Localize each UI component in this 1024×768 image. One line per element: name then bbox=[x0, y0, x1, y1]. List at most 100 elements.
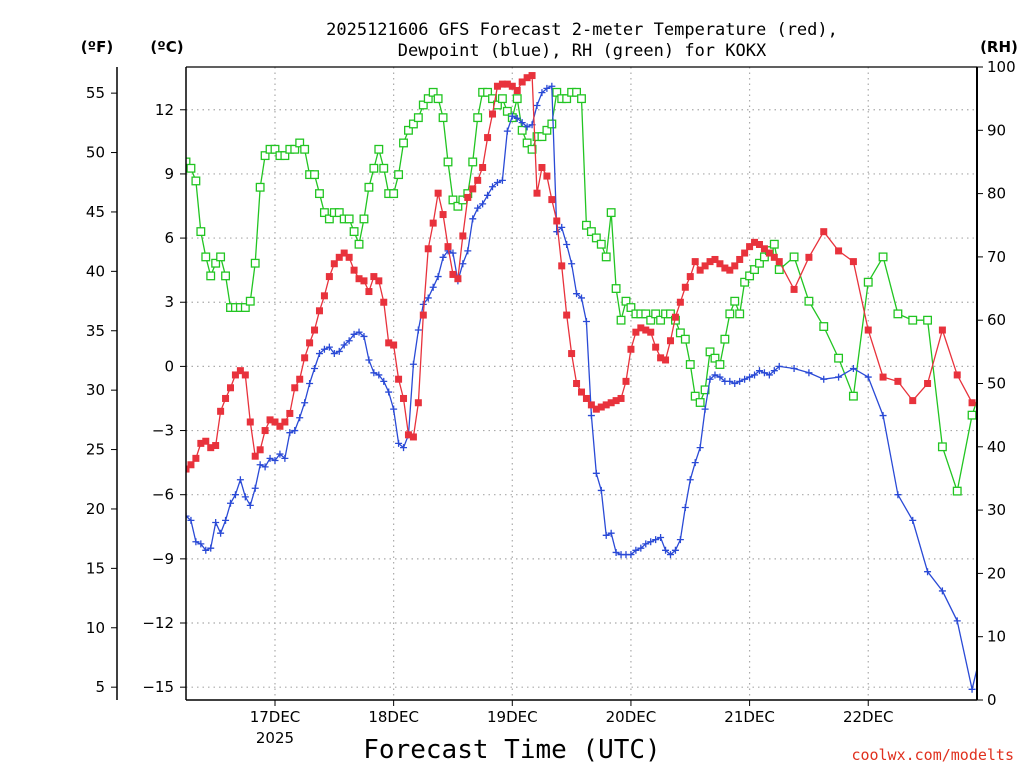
fahrenheit-tick-label: 20 bbox=[86, 500, 105, 518]
rh-point bbox=[399, 138, 408, 148]
fahrenheit-tick-label: 15 bbox=[86, 559, 105, 577]
x-tick-label: 21DEC bbox=[724, 708, 775, 726]
dewpoint-point bbox=[400, 444, 408, 452]
dewpoint-point bbox=[568, 260, 576, 268]
temperature-point bbox=[231, 371, 239, 379]
temperature-point bbox=[696, 266, 704, 274]
dewpoint-point bbox=[241, 493, 249, 501]
rh-point bbox=[433, 94, 443, 104]
temperature-point bbox=[691, 258, 699, 266]
dewpoint-point bbox=[538, 89, 546, 97]
year-label: 2025 bbox=[256, 729, 294, 747]
rh-point bbox=[952, 486, 962, 496]
temperature-point bbox=[266, 416, 274, 424]
temperature-point bbox=[711, 255, 719, 263]
temperature-point bbox=[439, 211, 447, 219]
dewpoint-point bbox=[696, 444, 704, 452]
temperature-point bbox=[469, 185, 477, 193]
temperature-point bbox=[380, 298, 388, 306]
rh-point bbox=[354, 239, 364, 249]
temperature-point bbox=[226, 384, 234, 392]
dewpoint-point bbox=[503, 127, 511, 135]
rh-point bbox=[725, 309, 735, 319]
temperature-point bbox=[444, 243, 452, 251]
dewpoint-point bbox=[775, 362, 783, 370]
rh-point bbox=[740, 277, 750, 287]
celsius-unit-label: (ºC) bbox=[150, 38, 183, 56]
dewpoint-point bbox=[820, 375, 828, 383]
temperature-point bbox=[311, 326, 319, 334]
rh-point bbox=[245, 296, 255, 306]
dewpoint-point bbox=[409, 360, 417, 368]
dewpoint-point bbox=[968, 685, 976, 693]
rh-point bbox=[389, 189, 399, 199]
dewpoint-point bbox=[414, 326, 422, 334]
celsius-tick-label: 0 bbox=[164, 357, 174, 375]
rh-point bbox=[863, 277, 873, 287]
rh-point bbox=[324, 214, 334, 224]
rh-point bbox=[201, 252, 211, 262]
temperature-point bbox=[518, 78, 526, 86]
rh-point bbox=[715, 360, 725, 369]
dewpoint-point bbox=[741, 375, 749, 383]
dewpoint-point bbox=[498, 176, 506, 184]
temperature-point bbox=[375, 277, 383, 285]
dewpoint-point bbox=[716, 373, 724, 381]
temperature-point bbox=[246, 418, 254, 426]
dewpoint-point bbox=[192, 538, 200, 546]
x-tick-label: 19DEC bbox=[487, 708, 538, 726]
dewpoint-point bbox=[543, 84, 551, 92]
series-dewpoint bbox=[186, 82, 977, 693]
rh-point bbox=[572, 87, 582, 97]
rh-tick-label: 50 bbox=[987, 375, 1006, 393]
temperature-point bbox=[241, 371, 249, 379]
rh-point bbox=[221, 271, 230, 281]
dewpoint-point bbox=[479, 200, 487, 208]
temperature-point bbox=[657, 354, 665, 362]
fahrenheit-tick-label: 50 bbox=[86, 144, 105, 162]
dewpoint-point bbox=[217, 529, 225, 537]
temperature-point bbox=[320, 292, 328, 300]
dewpoint-point bbox=[686, 476, 694, 484]
dewpoint-point bbox=[755, 367, 763, 375]
temperature-point bbox=[192, 454, 200, 462]
dewpoint-point bbox=[770, 367, 778, 375]
chart-title-line-2: Dewpoint (blue), RH (green) for KOKX bbox=[398, 41, 767, 61]
rh-point bbox=[983, 367, 991, 375]
dewpoint-point bbox=[350, 330, 358, 338]
dewpoint-point bbox=[726, 377, 734, 385]
dewpoint-point bbox=[662, 546, 670, 554]
dewpoint-point bbox=[429, 283, 437, 291]
celsius-tick-label: −6 bbox=[152, 486, 174, 504]
rh-point bbox=[334, 208, 344, 218]
temperature-point bbox=[276, 422, 284, 430]
rh-tick-label: 30 bbox=[987, 501, 1006, 519]
temperature-point bbox=[647, 328, 655, 336]
fahrenheit-tick-label: 45 bbox=[86, 203, 105, 221]
temperature-point bbox=[573, 380, 581, 387]
temperature-point bbox=[721, 264, 729, 272]
rh-unit-label: (RH) bbox=[980, 38, 1018, 56]
rh-point bbox=[216, 252, 226, 262]
rh-point bbox=[379, 163, 389, 173]
dewpoint-point bbox=[325, 343, 333, 351]
temperature-point bbox=[642, 326, 650, 334]
rh-point bbox=[522, 138, 532, 148]
dewpoint-point bbox=[330, 350, 338, 358]
temperature-point bbox=[217, 407, 225, 415]
dewpoint-point bbox=[226, 499, 234, 507]
x-tick-label: 22DEC bbox=[843, 708, 894, 726]
x-tick-label: 20DEC bbox=[606, 708, 657, 726]
dewpoint-point bbox=[380, 377, 388, 385]
temperature-point bbox=[489, 110, 497, 118]
fahrenheit-tick-label: 35 bbox=[86, 322, 105, 340]
rh-point bbox=[586, 227, 596, 237]
celsius-tick-label: −9 bbox=[152, 550, 174, 568]
dewpoint-point bbox=[439, 253, 447, 261]
temperature-point bbox=[622, 377, 630, 385]
temperature-point bbox=[607, 399, 615, 407]
temperature-point bbox=[498, 80, 506, 88]
temperature-point bbox=[909, 397, 917, 405]
dewpoint-point bbox=[671, 546, 679, 554]
